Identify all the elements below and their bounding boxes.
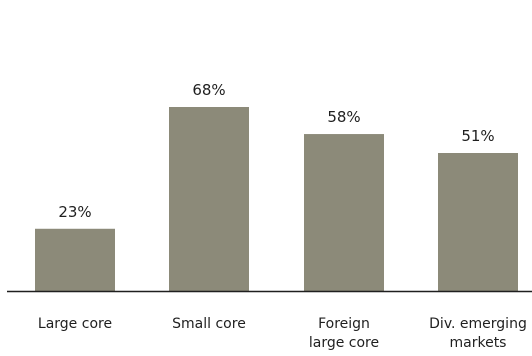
bar-4 — [438, 153, 518, 291]
value-label-4: 51% — [461, 127, 494, 145]
bar-2 — [169, 107, 249, 291]
category-label-4-line-2: markets — [450, 335, 507, 351]
category-label-4-line-1: Div. emerging — [429, 316, 527, 332]
bar-3 — [304, 134, 384, 291]
category-label-2-line-1: Small core — [172, 316, 246, 332]
category-label-1: Large core — [38, 316, 112, 332]
value-label-1: 23% — [58, 203, 91, 221]
category-label-3-line-1: Foreign — [318, 316, 370, 332]
value-label-3: 58% — [327, 108, 360, 126]
bars-group — [35, 107, 518, 291]
bar-1 — [35, 228, 115, 291]
category-label-3-line-2: large core — [309, 335, 379, 351]
value-label-2: 68% — [192, 81, 225, 99]
category-labels-group: Large core Small core Foreign large core Div… — [38, 316, 527, 351]
category-label-1-line-1: Large core — [38, 316, 112, 332]
category-label-3: Foreign large core — [309, 316, 379, 351]
category-label-2: Small core — [172, 316, 246, 332]
value-labels-group: 23% 68% 58% 51% — [58, 81, 494, 221]
category-label-4: Div. emerging markets — [429, 316, 527, 351]
